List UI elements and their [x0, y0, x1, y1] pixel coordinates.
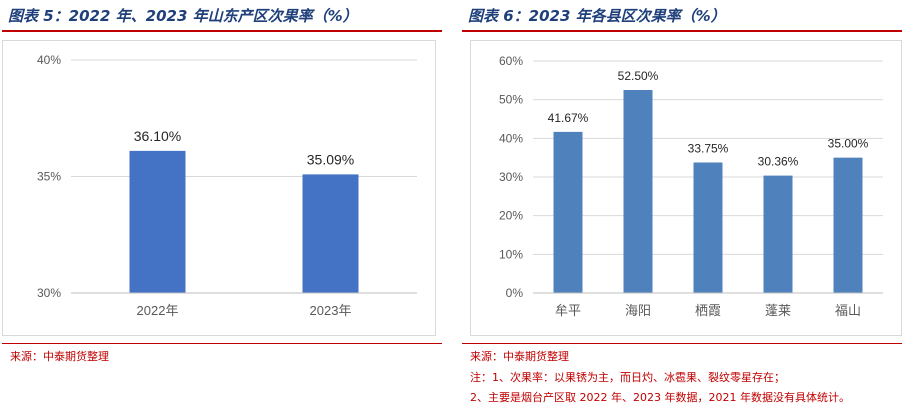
title-divider [2, 30, 442, 32]
title-divider [462, 30, 902, 32]
x-tick-label: 蓬莱 [765, 303, 791, 318]
bar [623, 90, 653, 293]
x-tick-label: 栖霞 [695, 303, 721, 318]
y-tick-label: 60% [499, 54, 523, 68]
data-label: 35.09% [307, 151, 354, 167]
y-tick-label: 35% [37, 170, 61, 184]
data-label: 52.50% [618, 69, 659, 83]
bar [833, 157, 863, 293]
data-label: 41.67% [548, 111, 589, 125]
y-tick-label: 30% [499, 170, 523, 184]
bar-chart-right: 0% 10% 20% 30% 40% 50% 60% 41.67% 牟平 52.50% 海阳 33.7… [499, 54, 883, 318]
x-tick-label: 福山 [835, 303, 861, 318]
footnote-1: 注：1、次果率：以果锈为主，而日灼、冰雹果、裂纹零星存在； [470, 371, 785, 384]
source-note: 来源：中泰期货整理 [10, 350, 109, 363]
bar [129, 150, 186, 293]
data-label: 35.00% [828, 137, 869, 151]
bar-chart-left: 30% 35% 40% 36.10% 2022年 35.09% 2023年 [37, 53, 417, 318]
y-tick-label: 20% [499, 209, 523, 223]
footer-divider [2, 343, 442, 344]
footer-divider [462, 343, 902, 344]
chart-title: 图表 5：2022 年、2023 年山东产区次果率（%） [8, 7, 358, 25]
chart-title: 图表 6：2023 年各县区次果率（%） [468, 7, 726, 25]
left-panel: 图表 5：2022 年、2023 年山东产区次果率（%） 30% 35% 40% 36… [2, 0, 448, 406]
bar [693, 162, 723, 293]
data-label: 30.36% [758, 155, 799, 169]
source-note: 来源：中泰期货整理 [470, 350, 569, 363]
data-label: 33.75% [688, 142, 729, 156]
y-tick-label: 0% [506, 286, 524, 300]
bar [302, 174, 359, 293]
bar [553, 131, 583, 293]
bar [763, 175, 793, 293]
y-tick-label: 30% [37, 286, 61, 300]
x-tick-label: 牟平 [555, 303, 581, 318]
y-tick-label: 50% [499, 93, 523, 107]
chart-frame: 30% 35% 40% 36.10% 2022年 35.09% 2023年 [2, 40, 436, 336]
x-tick-label: 2023年 [310, 303, 352, 318]
data-label: 36.10% [134, 128, 181, 144]
y-tick-label: 40% [499, 131, 523, 145]
x-tick-label: 2022年 [137, 303, 179, 318]
y-tick-label: 40% [37, 53, 61, 67]
x-tick-label: 海阳 [625, 303, 651, 318]
footnote-2: 2、主要是烟台产区取 2022 年、2023 年数据，2021 年数据没有具体统… [470, 391, 850, 404]
y-tick-label: 10% [499, 247, 523, 261]
right-panel: 图表 6：2023 年各县区次果率（%） 0% 10% 20% 30% 40% 50% 60… [462, 0, 908, 406]
chart-frame: 0% 10% 20% 30% 40% 50% 60% 41.67% 牟平 52.50% 海阳 33.7… [470, 40, 902, 336]
